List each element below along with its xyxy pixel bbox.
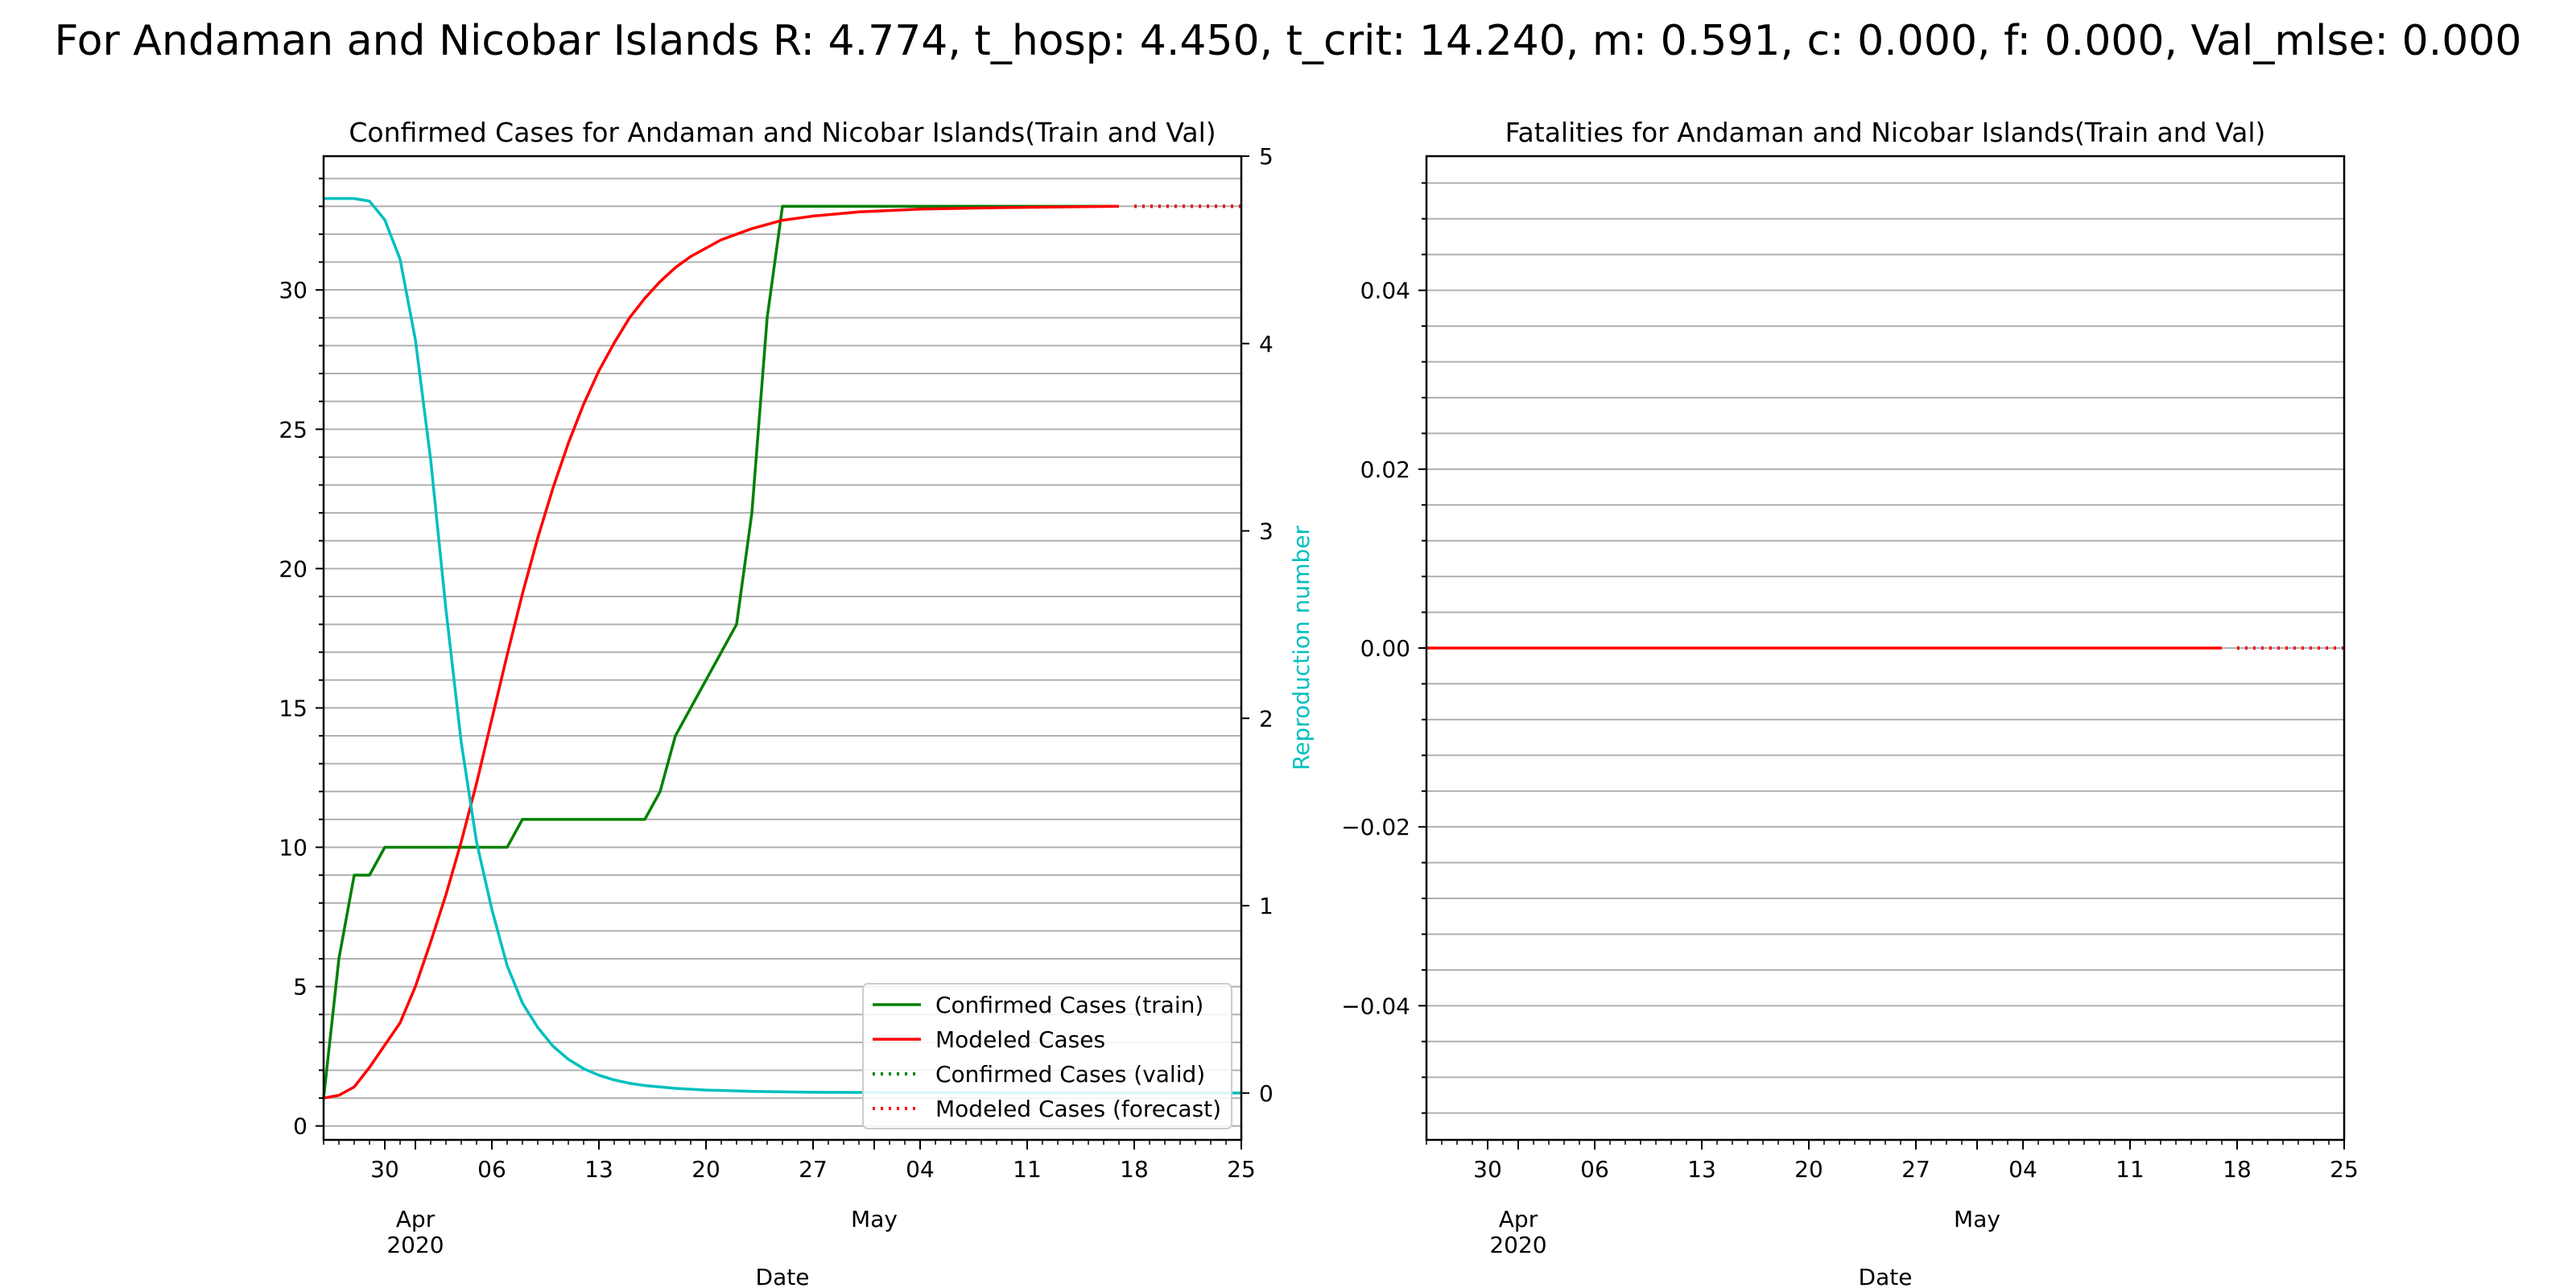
x-tick-label: 04 (2008, 1156, 2037, 1183)
x-tick-label: 20 (1794, 1156, 1823, 1183)
y-tick-label: −0.04 (1341, 993, 1410, 1019)
y2-tick-label: 5 (1259, 143, 1274, 170)
series-confirmed-cases-train (322, 204, 1119, 1099)
x-tick-label: 30 (1473, 1156, 1502, 1183)
y-tick-label: 5 (293, 974, 308, 1001)
x-tick-label: 06 (477, 1156, 506, 1183)
y-tick-label: 30 (279, 277, 308, 303)
x-tick-label: 25 (1227, 1156, 1256, 1183)
legend-box (862, 983, 1232, 1129)
x-axis-label: Date (756, 1264, 810, 1288)
series-reproduction-number (324, 196, 1242, 1095)
x-year-label: 2020 (386, 1232, 444, 1258)
x-year-label: 2020 (1489, 1232, 1546, 1258)
y2-tick-label: 1 (1259, 893, 1274, 919)
x-tick-label: 04 (906, 1156, 935, 1183)
x-tick-label: 27 (799, 1156, 828, 1183)
y-tick-label: 0.00 (1360, 635, 1410, 662)
figure-suptitle: For Andaman and Nicobar Islands R: 4.774… (55, 17, 2522, 65)
panel-title: Confirmed Cases for Andaman and Nicobar … (349, 117, 1216, 148)
y2-tick-label: 4 (1259, 331, 1274, 357)
y-tick-label: 25 (279, 416, 308, 443)
x-month-label: May (851, 1206, 898, 1232)
panel-title: Fatalities for Andaman and Nicobar Islan… (1505, 117, 2266, 148)
x-tick-label: 13 (584, 1156, 613, 1183)
plot-frame (322, 155, 1243, 1141)
legend-label: Confirmed Cases (train) (935, 992, 1203, 1018)
x-tick-label: 27 (1901, 1156, 1930, 1183)
plot-frame (1425, 155, 2346, 1141)
y-tick-label: 20 (279, 555, 308, 582)
legend-label: Modeled Cases (935, 1026, 1105, 1053)
y2-axis-label: Reproduction number (1288, 526, 1315, 770)
x-month-label: Apr (396, 1206, 436, 1232)
x-tick-label: 20 (691, 1156, 720, 1183)
y-tick-label: −0.02 (1341, 814, 1410, 840)
x-month-label: May (1954, 1206, 2000, 1232)
y2-tick-label: 0 (1259, 1080, 1274, 1107)
x-tick-label: 11 (2116, 1156, 2145, 1183)
x-axis-label: Date (1859, 1264, 1913, 1288)
x-tick-label: 18 (2223, 1156, 2252, 1183)
x-tick-label: 18 (1120, 1156, 1149, 1183)
y2-tick-label: 3 (1259, 518, 1274, 545)
fatalities-panel: −0.04 −0.02 0.00 0.02 0.04 30 06 13 20 27 04 11 18 25… (1341, 117, 2359, 1288)
series-modeled-cases (323, 204, 1120, 1100)
y-tick-label: 0.02 (1360, 456, 1410, 483)
legend-label: Modeled Cases (forecast) (935, 1096, 1221, 1122)
legend-label: Confirmed Cases (valid) (935, 1061, 1205, 1088)
x-month-label: Apr (1499, 1206, 1538, 1232)
x-tick-label: 11 (1013, 1156, 1042, 1183)
y2-tick-label: 2 (1259, 705, 1274, 732)
x-tick-label: 13 (1687, 1156, 1716, 1183)
y-tick-label: 15 (279, 695, 308, 721)
y-tick-label: 0.04 (1360, 278, 1410, 304)
x-tick-label: 30 (370, 1156, 399, 1183)
y-tick-label: 0 (293, 1113, 308, 1140)
x-tick-label: 06 (1580, 1156, 1609, 1183)
x-tick-label: 25 (2330, 1156, 2359, 1183)
y-tick-label: 10 (279, 835, 308, 861)
